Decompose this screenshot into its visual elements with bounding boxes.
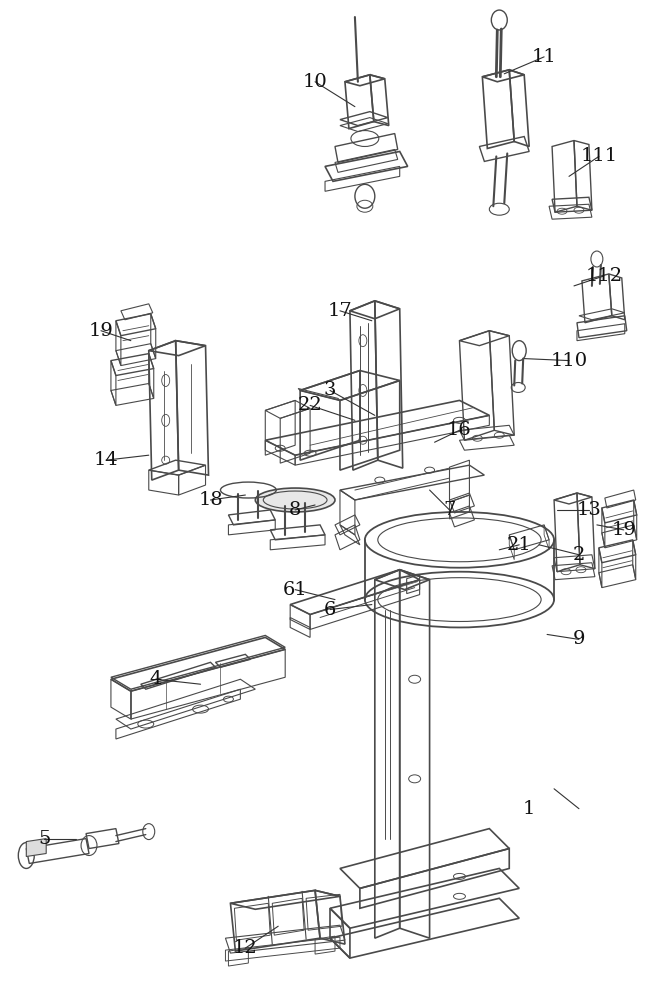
Ellipse shape	[255, 488, 335, 512]
Text: 19: 19	[611, 521, 636, 539]
Polygon shape	[27, 839, 46, 857]
Text: 8: 8	[289, 501, 302, 519]
Text: 22: 22	[298, 396, 322, 414]
Text: 16: 16	[447, 421, 472, 439]
Text: 6: 6	[324, 601, 336, 619]
Text: 21: 21	[507, 536, 532, 554]
Text: 18: 18	[198, 491, 223, 509]
Text: 110: 110	[550, 352, 587, 370]
Text: 1: 1	[523, 800, 535, 818]
Text: 61: 61	[283, 581, 308, 599]
Text: 17: 17	[328, 302, 352, 320]
Text: 2: 2	[573, 546, 585, 564]
Text: 111: 111	[580, 147, 617, 165]
Text: 19: 19	[89, 322, 113, 340]
Text: 112: 112	[585, 267, 623, 285]
Text: 7: 7	[444, 501, 455, 519]
Text: 9: 9	[573, 630, 585, 648]
Text: 4: 4	[150, 670, 162, 688]
Text: 12: 12	[233, 939, 258, 957]
Text: 5: 5	[38, 830, 50, 848]
Text: 3: 3	[324, 381, 336, 399]
Text: 13: 13	[577, 501, 601, 519]
Text: 14: 14	[93, 451, 118, 469]
Text: 11: 11	[532, 48, 556, 66]
Text: 10: 10	[303, 73, 328, 91]
